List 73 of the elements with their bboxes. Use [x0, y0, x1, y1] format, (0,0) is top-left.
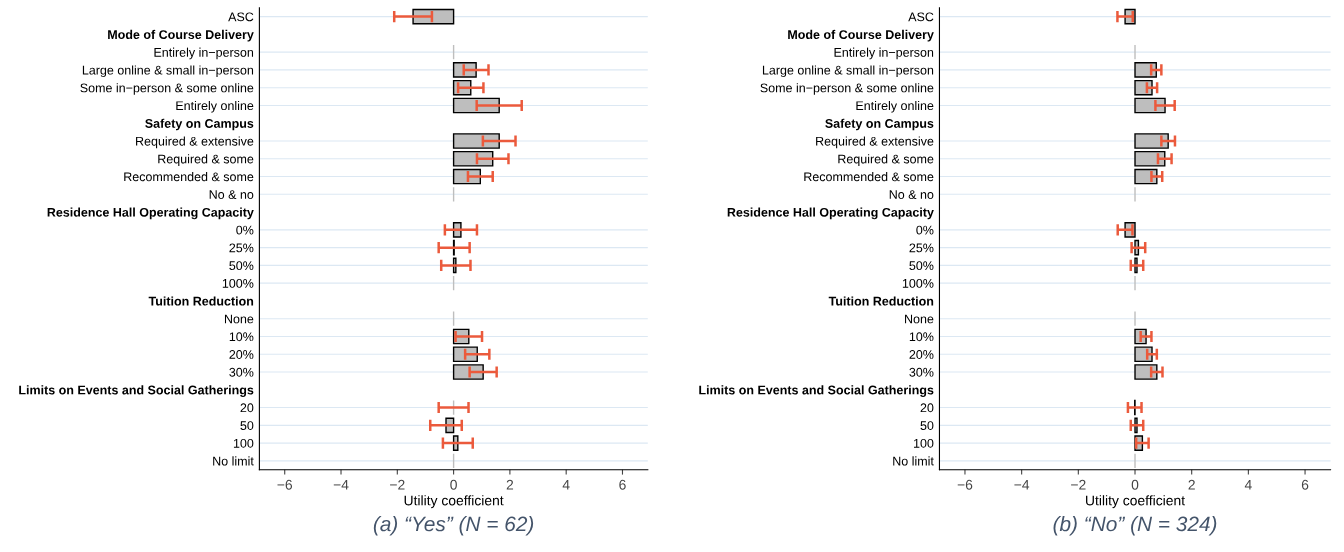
y-tick-label: Entirely online	[176, 100, 254, 113]
y-tick-label: Residence Hall Operating Capacity	[727, 207, 934, 220]
y-tick-label: Some in−person & some online	[80, 83, 254, 95]
y-tick-label: 100	[914, 438, 934, 448]
y-tick-label: Mode of Course Delivery	[788, 29, 934, 42]
y-tick-label: 50%	[909, 261, 934, 271]
y-tick-label: Some in−person & some online	[760, 83, 934, 95]
y-tick-label: 0%	[236, 225, 254, 235]
y-tick-label: Safety on Campus	[825, 118, 934, 131]
y-tick-label: 0%	[916, 225, 934, 235]
y-tick-label: Large online & small in−person	[762, 65, 934, 78]
y-tick-label: Required & extensive	[816, 136, 934, 149]
y-tick-label: Tuition Reduction	[148, 296, 254, 306]
y-tick-label: 20	[920, 403, 934, 413]
y-tick-label: No & no	[889, 190, 934, 199]
x-tick-label: −6	[277, 479, 293, 490]
y-tick-label: 100%	[222, 278, 254, 288]
x-axis-title: Utility coefficient	[404, 495, 504, 509]
y-tick-label: Required & some	[838, 154, 934, 166]
x-tick-label: −6	[957, 479, 973, 490]
x-tick-label: 4	[562, 479, 570, 490]
y-tick-label: 50	[240, 421, 254, 430]
y-tick-label: None	[905, 314, 934, 324]
y-tick-label: ASC	[228, 12, 254, 22]
text: (a) “Yes” (N = 62)	[373, 516, 534, 536]
y-tick-label: 100%	[902, 278, 934, 288]
bar	[1134, 62, 1157, 78]
y-tick-label: None	[224, 314, 254, 324]
y-tick-label: No limit	[213, 456, 254, 466]
y-tick-label: Entirely in−person	[154, 47, 254, 60]
y-tick-label: ASC	[908, 12, 934, 22]
y-tick-label: No & no	[209, 190, 254, 199]
x-tick-label: 6	[619, 479, 626, 490]
y-tick-label: 50	[920, 421, 934, 430]
y-tick-label: Limits on Events and Social Gatherings	[699, 385, 934, 397]
y-tick-label: Recommended & some	[804, 172, 934, 182]
x-tick-label: 0	[1131, 479, 1139, 490]
y-tick-label: 30%	[909, 367, 934, 377]
y-tick-label: Large online & small in−person	[82, 65, 254, 78]
bar	[1134, 150, 1166, 167]
y-tick-label: 30%	[229, 367, 254, 377]
y-tick-label: Entirely online	[856, 100, 934, 113]
y-tick-label: Tuition Reduction	[828, 296, 934, 306]
y-tick-label: Safety on Campus	[145, 118, 254, 131]
x-tick-label: −2	[1071, 479, 1086, 490]
y-tick-label: Recommended & some	[124, 172, 254, 182]
text: (b) “No” (N = 324)	[1053, 516, 1217, 536]
x-tick-label: −2	[390, 479, 405, 490]
y-tick-label: 10%	[229, 332, 254, 342]
x-axis-title: Utility coefficient	[1086, 495, 1185, 509]
bar	[452, 150, 494, 167]
y-tick-label: 50%	[229, 261, 254, 271]
y-tick-label: Residence Hall Operating Capacity	[47, 207, 254, 220]
y-tick-label: Entirely in−person	[834, 47, 934, 60]
y-tick-label: 10%	[909, 332, 934, 342]
x-tick-label: 2	[1188, 479, 1195, 490]
y-tick-label: Mode of Course Delivery	[108, 29, 254, 42]
x-tick-label: 2	[506, 479, 514, 490]
y-tick-label: No limit	[893, 456, 934, 466]
y-tick-label: 25%	[909, 243, 934, 253]
x-tick-label: 0	[450, 479, 457, 490]
x-tick-label: −4	[1014, 479, 1030, 490]
y-tick-label: Limits on Events and Social Gatherings	[19, 385, 254, 397]
y-tick-label: 20%	[909, 350, 934, 359]
y-tick-label: Required & extensive	[136, 136, 254, 149]
x-tick-label: −4	[333, 479, 349, 490]
x-tick-label: 4	[1244, 479, 1252, 490]
y-tick-label: 20%	[229, 350, 254, 359]
y-tick-label: Required & some	[158, 154, 254, 166]
y-tick-label: 25%	[229, 243, 254, 253]
y-tick-label: 20	[240, 403, 254, 413]
y-tick-label: 100	[233, 438, 254, 448]
x-tick-label: 6	[1301, 479, 1309, 490]
